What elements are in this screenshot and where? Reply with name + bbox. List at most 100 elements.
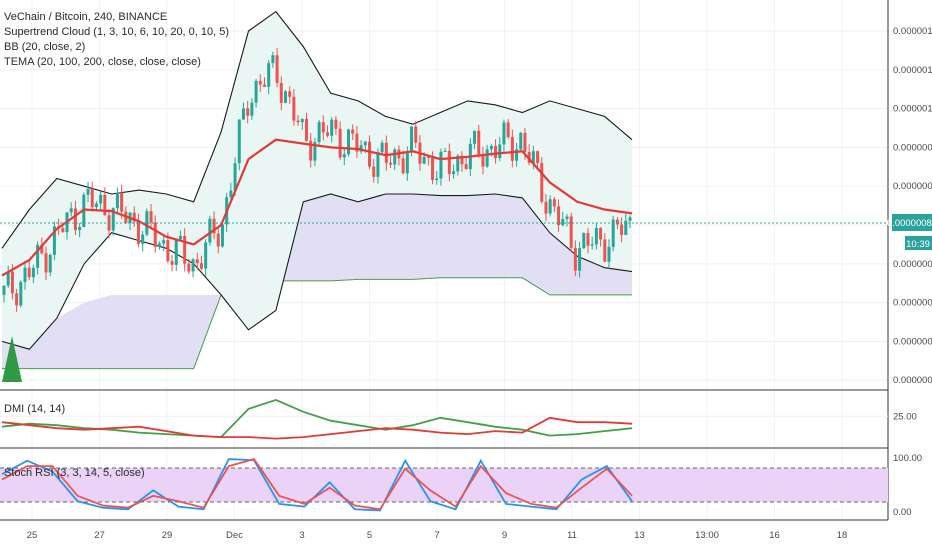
candle-body: [44, 253, 48, 273]
candle-body: [52, 226, 56, 255]
price-tick-label: 0.00000110: [893, 26, 932, 37]
date-tick-label: Dec: [226, 530, 243, 541]
candle-body: [174, 239, 178, 265]
candle-body: [19, 281, 23, 306]
price-tick-label: 0.00000095: [893, 142, 932, 153]
candle-body: [204, 242, 208, 269]
candle-body: [611, 219, 615, 247]
candle-body: [506, 122, 510, 138]
legend-tema[interactable]: TEMA (20, 100, 200, close, close, close): [4, 56, 201, 68]
legend-symbol[interactable]: VeChain / Bitcoin, 240, BINANCE: [4, 11, 168, 23]
candle-body: [170, 261, 174, 265]
date-tick-label: 13: [634, 530, 645, 541]
candle-body: [498, 144, 502, 159]
candle-body: [27, 267, 31, 278]
candle-body: [15, 293, 19, 306]
candle-body: [6, 271, 10, 286]
candle-body: [233, 163, 237, 191]
date-tick-label: 11: [567, 530, 577, 541]
candle-body: [620, 224, 624, 235]
tema-path: [1, 138, 633, 277]
date-tick-label: 5: [367, 530, 372, 541]
candle-body: [300, 118, 304, 123]
candle-body: [464, 164, 468, 170]
candle-body: [624, 220, 628, 235]
candle-body: [380, 142, 384, 153]
legend-bb[interactable]: BB (20, close, 2): [4, 41, 86, 53]
legend-stoch[interactable]: Stoch RSI (3, 3, 14, 5, close): [4, 467, 145, 479]
candle-body: [132, 212, 136, 222]
legend-dmi[interactable]: DMI (14, 14): [4, 403, 66, 415]
candle-body: [578, 248, 582, 271]
bb-upper-line: [1, 10, 633, 249]
bb-fill: [2, 11, 632, 350]
dmi-legend: DMI (14, 14): [4, 402, 65, 417]
candle-body: [191, 259, 195, 272]
candle-body: [548, 199, 552, 214]
candle-body: [452, 171, 456, 174]
candle-body: [292, 96, 296, 121]
stoch-k-line: [1, 458, 633, 512]
candle-body: [376, 152, 380, 177]
candle-body: [69, 208, 73, 213]
legend-supertrend[interactable]: Supertrend Cloud (1, 3, 10, 6, 10, 20, 0…: [4, 26, 230, 38]
candle-body: [229, 190, 233, 198]
price-tick-label: 0.00000080: [893, 259, 932, 270]
candle-body: [313, 142, 317, 161]
candle-body: [515, 149, 519, 161]
candle-body: [359, 145, 363, 152]
candle-body: [246, 108, 250, 116]
price-axis: 0.00000065 0.00000070 0.00000075 0.00000080…: [893, 26, 932, 386]
candle-body: [401, 158, 405, 174]
price-badge-value: 0.00000085: [887, 218, 932, 229]
candle-body: [422, 156, 426, 164]
candle-body: [489, 145, 493, 150]
dmi-minus-line: [1, 416, 633, 440]
candle-body: [599, 228, 603, 240]
candle-body: [254, 80, 258, 103]
candle-body: [220, 224, 224, 247]
stoch-tick-label: 100.00: [893, 453, 922, 464]
candle-body: [607, 246, 611, 262]
candle-body: [94, 203, 98, 208]
buy-signal-triangle: [2, 336, 22, 382]
date-tick-label: 3: [299, 530, 304, 541]
candle-body: [288, 91, 292, 97]
candle-body: [212, 218, 216, 234]
candle-body: [363, 141, 367, 146]
dmi-tick-label: 25.00: [893, 411, 917, 422]
price-tick-label: 0.00000065: [893, 375, 932, 386]
candle-body: [473, 130, 477, 144]
stoch-lines: [1, 458, 633, 512]
candle-body: [582, 233, 586, 249]
price-tick-label: 0.00000100: [893, 104, 932, 115]
candle-body: [195, 259, 199, 264]
candle-body: [283, 91, 287, 103]
candles: [2, 47, 632, 312]
stoch-tick-label: 0.00: [893, 507, 912, 518]
candle-body: [40, 244, 44, 254]
candle-body: [447, 150, 451, 174]
candle-body: [330, 119, 334, 136]
candle-body: [544, 201, 548, 214]
candle-body: [187, 263, 191, 272]
candle-body: [615, 219, 619, 225]
candle-body: [342, 154, 346, 158]
candle-body: [99, 194, 103, 204]
candle-body: [166, 240, 170, 262]
price-tick-label: 0.00000075: [893, 298, 932, 309]
date-tick-label: 27: [94, 530, 105, 541]
candle-body: [48, 254, 52, 273]
candle-body: [262, 84, 266, 87]
candle-body: [115, 192, 119, 209]
candle-body: [90, 188, 94, 208]
price-panel: [0, 0, 888, 520]
stoch-d-line: [1, 458, 633, 511]
candle-body: [510, 137, 514, 161]
candle-body: [326, 132, 330, 136]
candle-body: [111, 208, 115, 231]
tema-line: [1, 138, 633, 277]
candle-body: [309, 140, 313, 161]
candle-body: [338, 128, 342, 158]
